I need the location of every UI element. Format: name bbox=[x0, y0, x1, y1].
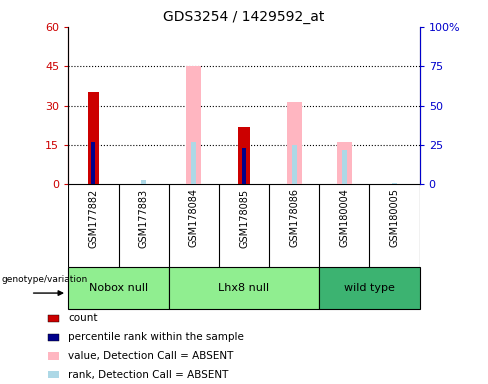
Bar bbox=[91, 142, 96, 184]
Text: GSM178084: GSM178084 bbox=[189, 189, 199, 247]
Bar bbox=[242, 148, 246, 184]
Text: GSM177883: GSM177883 bbox=[139, 189, 149, 248]
Bar bbox=[48, 371, 60, 378]
Bar bbox=[392, 183, 397, 184]
Bar bbox=[319, 267, 420, 309]
Bar bbox=[169, 267, 319, 309]
Text: percentile rank within the sample: percentile rank within the sample bbox=[68, 332, 244, 342]
Text: rank, Detection Call = ABSENT: rank, Detection Call = ABSENT bbox=[68, 370, 228, 380]
Bar bbox=[141, 180, 146, 184]
Text: count: count bbox=[68, 313, 98, 323]
Bar bbox=[186, 66, 202, 184]
Text: GSM178086: GSM178086 bbox=[289, 189, 299, 247]
Text: GSM177882: GSM177882 bbox=[88, 189, 99, 248]
Bar bbox=[292, 145, 297, 184]
Text: GSM180004: GSM180004 bbox=[339, 189, 349, 247]
Text: GSM178085: GSM178085 bbox=[239, 189, 249, 248]
Text: Nobox null: Nobox null bbox=[89, 283, 148, 293]
Bar bbox=[88, 93, 99, 184]
Title: GDS3254 / 1429592_at: GDS3254 / 1429592_at bbox=[163, 10, 325, 25]
Text: value, Detection Call = ABSENT: value, Detection Call = ABSENT bbox=[68, 351, 233, 361]
Bar bbox=[286, 103, 302, 184]
Text: Lhx8 null: Lhx8 null bbox=[219, 283, 269, 293]
Bar bbox=[68, 267, 169, 309]
Bar bbox=[48, 353, 60, 359]
Bar bbox=[48, 334, 60, 341]
Text: genotype/variation: genotype/variation bbox=[1, 275, 88, 284]
Bar bbox=[337, 142, 352, 184]
Bar bbox=[191, 142, 196, 184]
Bar bbox=[342, 150, 347, 184]
Bar bbox=[239, 127, 249, 184]
Text: wild type: wild type bbox=[344, 283, 395, 293]
Bar bbox=[48, 315, 60, 322]
Text: GSM180005: GSM180005 bbox=[389, 189, 400, 247]
